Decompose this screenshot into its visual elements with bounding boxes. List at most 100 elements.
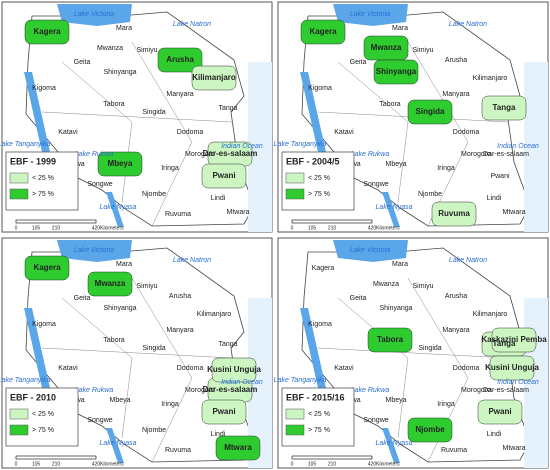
region-fill bbox=[477, 399, 523, 425]
region-border bbox=[41, 111, 233, 123]
region-label: Mbeya bbox=[385, 397, 406, 404]
region-label: Shinyanga bbox=[376, 67, 417, 76]
region-label: Tanga bbox=[218, 105, 237, 112]
region-label: Manyara bbox=[442, 91, 469, 98]
region-label: Mwanza bbox=[97, 45, 123, 52]
region-label: Mara bbox=[392, 261, 408, 268]
map-panel: Lake Victoria Lake Natron Mara Kagera Mwanza… bbox=[0, 237, 273, 469]
scale-unit: Kilometers bbox=[376, 461, 400, 467]
lake-victoria bbox=[333, 240, 408, 262]
scale-bar bbox=[15, 455, 97, 460]
region-fill bbox=[407, 417, 453, 443]
region-label: Kigoma bbox=[32, 321, 56, 328]
region-label: Dar-es-salaam bbox=[203, 149, 258, 158]
region-label: Lake Rukwa bbox=[75, 387, 114, 394]
legend-label: > 75 % bbox=[308, 191, 330, 198]
region-label: Mwanza bbox=[373, 281, 399, 288]
region-label: Lake Nyasa bbox=[100, 440, 137, 447]
region-label: Simiyu bbox=[136, 283, 157, 290]
region-label: Lake Nyasa bbox=[376, 440, 413, 447]
region-fill bbox=[489, 355, 535, 381]
region-label: Manyara bbox=[442, 327, 469, 334]
region-fill bbox=[201, 399, 247, 425]
map-panel: Lake Victoria Lake Natron Mara Kagera Mwanza… bbox=[0, 1, 273, 233]
scale-label: 420 bbox=[92, 461, 101, 467]
region-label: Lake Natron bbox=[173, 21, 211, 28]
region-fill bbox=[157, 47, 203, 73]
legend-swatch bbox=[9, 172, 29, 184]
region-fill bbox=[191, 65, 237, 91]
region-label: Singida bbox=[142, 109, 165, 116]
scale-label: 420 bbox=[368, 225, 377, 231]
lake-nyasa bbox=[106, 192, 124, 227]
legend: EBF - 1999 < 25 % > 75 % bbox=[5, 151, 79, 211]
legend-swatch bbox=[285, 188, 305, 200]
legend-swatch bbox=[285, 172, 305, 184]
lake-tanganyika bbox=[24, 308, 62, 410]
region-label: Mtwara bbox=[503, 209, 526, 216]
region-label: Songwe bbox=[87, 417, 112, 424]
legend-swatch bbox=[9, 424, 29, 436]
scale-label: 210 bbox=[52, 461, 61, 467]
region-label: Tanga bbox=[493, 339, 517, 348]
region-label: Singida bbox=[416, 107, 445, 116]
scale-bar bbox=[15, 219, 97, 224]
scale-unit: Kilometers bbox=[100, 225, 124, 231]
region-fill bbox=[491, 327, 537, 353]
region-label: Dodoma bbox=[177, 365, 204, 372]
region-label: Dar-es-salaam bbox=[483, 151, 529, 158]
map-panel: Lake Victoria Lake Natron Mara Kagera Mwanza… bbox=[274, 1, 549, 233]
region-label: Lake Natron bbox=[449, 21, 487, 28]
region-label: Katavi bbox=[334, 365, 354, 372]
region-label: Tanga bbox=[493, 103, 517, 112]
region-label: Mwanza bbox=[95, 279, 126, 288]
region-label: Manyara bbox=[166, 327, 193, 334]
region-fill bbox=[97, 151, 143, 177]
region-label: Geita bbox=[350, 295, 367, 302]
region-label: Lindi bbox=[487, 195, 502, 202]
region-fill bbox=[481, 95, 527, 121]
region-label: Pwani bbox=[212, 407, 235, 416]
scale-label: 0 bbox=[291, 461, 294, 467]
region-label: Arusha bbox=[169, 293, 191, 300]
region-border bbox=[131, 277, 193, 463]
region-label: Shinyanga bbox=[103, 69, 136, 76]
lake-victoria bbox=[57, 4, 132, 26]
lake-nyasa bbox=[382, 192, 400, 227]
region-label: Indian Ocean bbox=[221, 143, 263, 150]
lake-nyasa bbox=[106, 428, 124, 463]
region-label: Lake Rukwa bbox=[351, 387, 390, 394]
scale-label: 420 bbox=[92, 225, 101, 231]
region-label: Kagera bbox=[309, 27, 337, 36]
scale-label: 105 bbox=[308, 461, 317, 467]
scale-unit: Kilometers bbox=[376, 225, 400, 231]
region-fill bbox=[407, 99, 453, 125]
legend-title: EBF - 2015/16 bbox=[286, 392, 345, 402]
region-label: Lake Victoria bbox=[350, 11, 390, 18]
region-label: Njombe bbox=[142, 427, 166, 434]
region-label: Kilimanjaro bbox=[192, 73, 236, 82]
region-label: Lake Tanganyika bbox=[0, 377, 50, 384]
region-label: Singida bbox=[142, 345, 165, 352]
region-label: Kilimanjaro bbox=[473, 75, 508, 82]
scale-label: 105 bbox=[308, 225, 317, 231]
ocean bbox=[524, 62, 548, 232]
region-label: Lindi bbox=[487, 431, 502, 438]
region-label: Iringa bbox=[437, 401, 455, 408]
region-label: Njombe bbox=[418, 191, 442, 198]
region-label: Mara bbox=[116, 261, 132, 268]
region-label: Arusha bbox=[445, 57, 467, 64]
region-label: Morogoro bbox=[461, 387, 491, 394]
scale-label: 105 bbox=[32, 225, 41, 231]
region-label: Tabora bbox=[377, 335, 404, 344]
legend-label: > 75 % bbox=[32, 191, 54, 198]
region-label: Pwani bbox=[490, 173, 510, 180]
region-label: Songwe bbox=[363, 181, 388, 188]
region-label: Lake Rukwa bbox=[351, 151, 390, 158]
region-label: Ruvuma bbox=[438, 209, 470, 218]
region-border bbox=[61, 297, 133, 439]
region-label: Simiyu bbox=[412, 47, 433, 54]
region-label: Morogoro bbox=[185, 151, 215, 158]
region-fill bbox=[87, 271, 133, 297]
